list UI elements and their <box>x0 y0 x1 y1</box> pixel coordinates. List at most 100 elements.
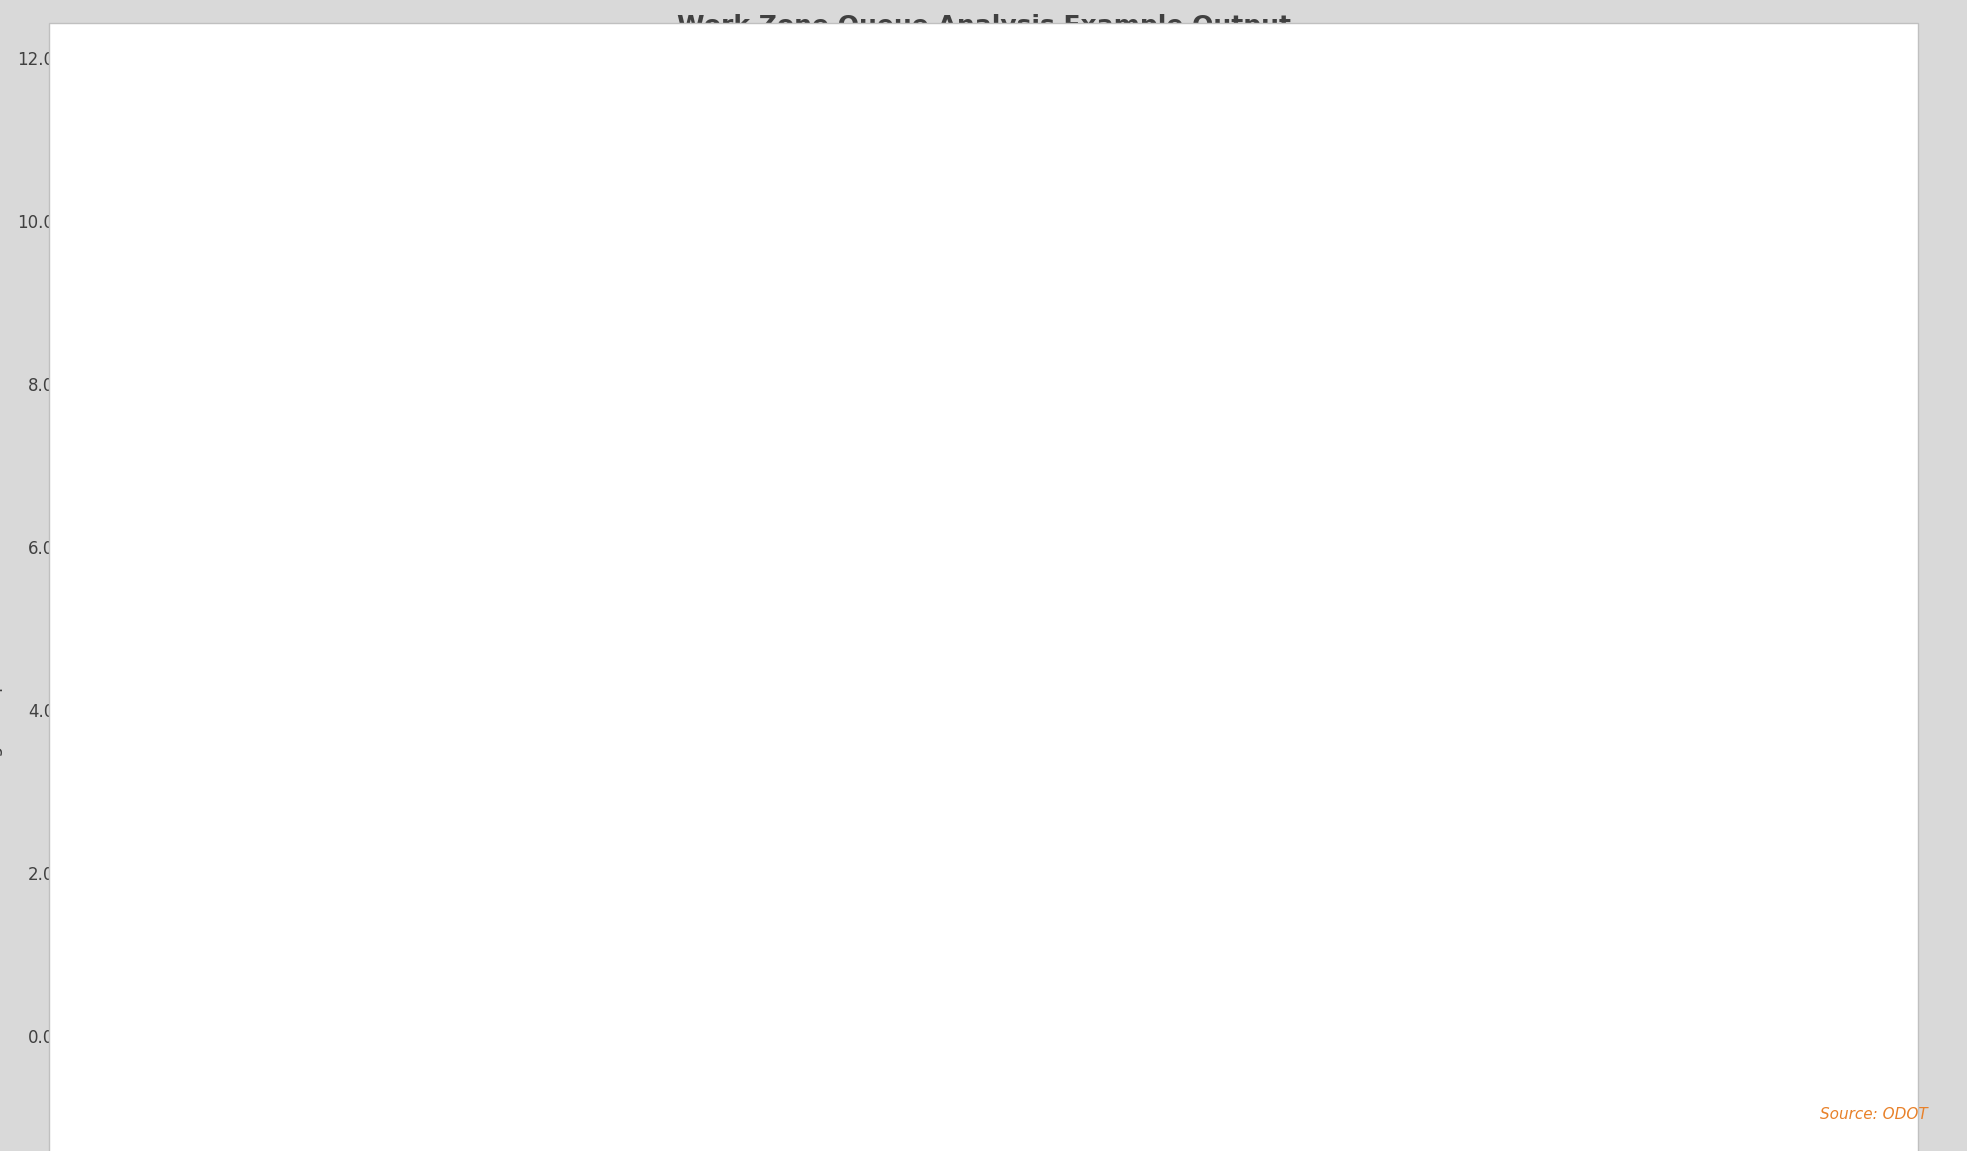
No lane closure, with diversion <box>470 1029 494 1043</box>
Lane(s) closed, with diversion <box>1857 1029 1880 1043</box>
No lane closure, no diversion <box>702 1029 726 1043</box>
No lane closure, no diversion <box>932 1029 956 1043</box>
No lane closure, no diversion <box>1318 1029 1341 1043</box>
Lane(s) closed, with diversion <box>932 760 956 773</box>
Lane(s) closed, no diversion <box>1627 1029 1650 1043</box>
No lane closure, no diversion <box>87 1029 110 1043</box>
Lane(s) closed, with diversion <box>163 1029 187 1043</box>
Lane(s) closed, no diversion <box>1780 1029 1804 1043</box>
Lane(s) closed, no diversion <box>240 1029 264 1043</box>
Lane(s) closed, no diversion <box>1703 1029 1727 1043</box>
Lane(s) closed, with diversion <box>470 1029 494 1043</box>
Lane(s) closed, no diversion <box>1164 418 1188 432</box>
No lane closure, with diversion <box>1241 1029 1265 1043</box>
Lane(s) closed, no diversion <box>932 735 956 749</box>
No lane closure, with diversion <box>240 1029 264 1043</box>
Lane(s) closed, with diversion <box>393 1029 417 1043</box>
Lane(s) closed, no diversion <box>1318 410 1341 424</box>
No lane closure, with diversion <box>317 1029 340 1043</box>
No lane closure, no diversion <box>163 1029 187 1043</box>
No lane closure, no diversion <box>1473 1029 1497 1043</box>
Lane(s) closed, with diversion <box>1395 516 1418 529</box>
No lane closure, no diversion <box>1011 1029 1035 1043</box>
No lane closure, no diversion <box>1550 1029 1574 1043</box>
No lane closure, with diversion <box>702 1029 726 1043</box>
No lane closure, with diversion <box>1857 1029 1880 1043</box>
Lane(s) closed, with diversion <box>1241 548 1265 562</box>
No lane closure, no diversion <box>1780 1029 1804 1043</box>
Line: No lane closure, no diversion: No lane closure, no diversion <box>92 787 1875 1041</box>
No lane closure, no diversion <box>1395 785 1418 799</box>
No lane closure, with diversion <box>549 1029 572 1043</box>
Lane(s) closed, with diversion <box>1011 727 1035 741</box>
Lane(s) closed, with diversion <box>549 785 572 799</box>
Lane(s) closed, no diversion <box>1241 352 1265 366</box>
No lane closure, with diversion <box>1011 1029 1035 1043</box>
No lane closure, with diversion <box>1088 1029 1111 1043</box>
No lane closure, no diversion <box>1857 1029 1880 1043</box>
No lane closure, with diversion <box>163 1029 187 1043</box>
No lane closure, no diversion <box>470 1029 494 1043</box>
No lane closure, with diversion <box>626 1029 649 1043</box>
Lane(s) closed, no diversion <box>549 1029 572 1043</box>
Lane(s) closed, no diversion <box>87 1029 110 1043</box>
Lane(s) closed, no diversion <box>393 1029 417 1043</box>
Title: Work Zone Queue Analysis Example Output: Work Zone Queue Analysis Example Output <box>677 14 1290 38</box>
No lane closure, with diversion <box>1703 1029 1727 1043</box>
No lane closure, no diversion <box>1703 1029 1727 1043</box>
No lane closure, no diversion <box>240 1029 264 1043</box>
Lane(s) closed, with diversion <box>1627 1029 1650 1043</box>
Line: No lane closure, with diversion: No lane closure, with diversion <box>92 869 1875 1041</box>
No lane closure, no diversion <box>1088 1029 1111 1043</box>
Lane(s) closed, no diversion <box>1011 630 1035 643</box>
Lane(s) closed, no diversion <box>317 1029 340 1043</box>
Lane(s) closed, with diversion <box>240 1029 264 1043</box>
Lane(s) closed, with diversion <box>1703 1029 1727 1043</box>
Lane(s) closed, no diversion <box>1473 434 1497 448</box>
Lane(s) closed, no diversion <box>1088 508 1111 521</box>
No lane closure, no diversion <box>1627 1029 1650 1043</box>
No lane closure, with diversion <box>393 1029 417 1043</box>
Lane(s) closed, with diversion <box>317 1029 340 1043</box>
No lane closure, with diversion <box>1627 1029 1650 1043</box>
Lane(s) closed, with diversion <box>1088 662 1111 676</box>
Lane(s) closed, with diversion <box>779 1029 803 1043</box>
No lane closure, with diversion <box>932 1029 956 1043</box>
Lane(s) closed, no diversion <box>1857 1029 1880 1043</box>
Lane(s) closed, with diversion <box>1164 597 1188 611</box>
Text: Source: ODOT: Source: ODOT <box>1819 1107 1928 1122</box>
No lane closure, with diversion <box>1473 1029 1497 1043</box>
No lane closure, no diversion <box>1241 1029 1265 1043</box>
No lane closure, with diversion <box>1395 866 1418 879</box>
Lane(s) closed, with diversion <box>856 947 879 961</box>
Line: Lane(s) closed, with diversion: Lane(s) closed, with diversion <box>92 518 1875 1041</box>
Lane(s) closed, with diversion <box>1550 1029 1574 1043</box>
Lane(s) closed, no diversion <box>626 1029 649 1043</box>
Lane(s) closed, no diversion <box>1550 923 1574 937</box>
Lane(s) closed, with diversion <box>1473 825 1497 839</box>
No lane closure, with diversion <box>856 1029 879 1043</box>
No lane closure, with diversion <box>87 1029 110 1043</box>
No lane closure, with diversion <box>1318 1029 1341 1043</box>
No lane closure, no diversion <box>393 1029 417 1043</box>
Y-axis label: Length of queue at the end of the time interval, miles: Length of queue at the end of the time i… <box>0 304 4 790</box>
Lane(s) closed, with diversion <box>87 1029 110 1043</box>
No lane closure, no diversion <box>317 1029 340 1043</box>
No lane closure, no diversion <box>549 1029 572 1043</box>
Lane(s) closed, no diversion <box>702 1029 726 1043</box>
Lane(s) closed, no diversion <box>856 939 879 953</box>
Lane(s) closed, no diversion <box>163 1029 187 1043</box>
Lane(s) closed, no diversion <box>470 1029 494 1043</box>
Line: Lane(s) closed, no diversion: Lane(s) closed, no diversion <box>92 168 1875 1041</box>
Lane(s) closed, with diversion <box>626 540 649 554</box>
No lane closure, with diversion <box>779 1029 803 1043</box>
No lane closure, with diversion <box>1164 1029 1188 1043</box>
No lane closure, no diversion <box>779 1029 803 1043</box>
No lane closure, no diversion <box>626 1029 649 1043</box>
No lane closure, no diversion <box>1164 1029 1188 1043</box>
No lane closure, with diversion <box>1780 1029 1804 1043</box>
X-axis label: End of time interval, hour: End of time interval, hour <box>850 1073 1117 1092</box>
Lane(s) closed, with diversion <box>1318 678 1341 692</box>
No lane closure, with diversion <box>1550 1029 1574 1043</box>
Lane(s) closed, with diversion <box>1780 1029 1804 1043</box>
